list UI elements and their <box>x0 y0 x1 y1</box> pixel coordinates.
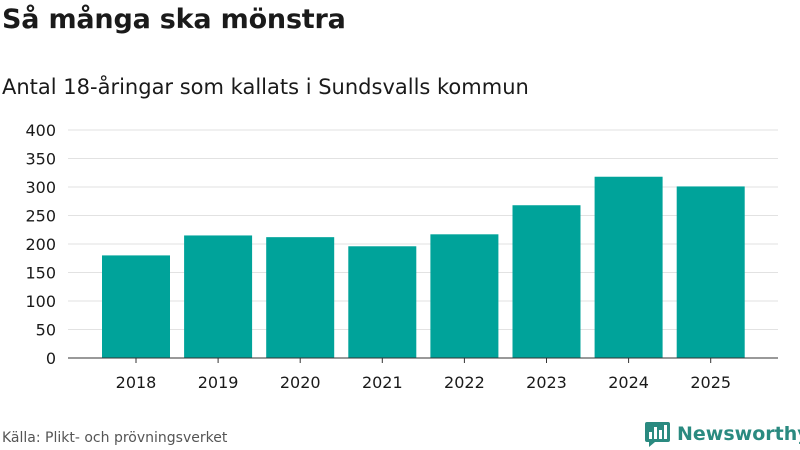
x-tick-label: 2025 <box>690 373 731 392</box>
bars <box>102 176 745 358</box>
bar-2023 <box>512 205 581 358</box>
chart-subtitle: Antal 18-åringar som kallats i Sundsvall… <box>2 75 529 99</box>
y-tick-label: 200 <box>25 235 56 254</box>
x-tick-label: 2024 <box>608 373 649 392</box>
x-axis-ticks: 2018 2019 2020 2021 2022 2023 2024 2025 <box>116 358 731 392</box>
y-tick-label: 300 <box>25 178 56 197</box>
gridlines <box>68 129 778 330</box>
bar-2019 <box>184 235 253 358</box>
chart-title: Så många ska mönstra <box>2 4 346 35</box>
y-tick-label: 0 <box>46 349 56 368</box>
x-tick-label: 2019 <box>198 373 239 392</box>
x-tick-label: 2023 <box>526 373 567 392</box>
bar-2021 <box>348 246 417 358</box>
bar-2022 <box>430 234 499 358</box>
bar-2020 <box>266 237 335 358</box>
newsworthy-logo-icon <box>645 422 670 447</box>
brand-name: Newsworthy <box>677 423 800 445</box>
y-tick-label: 100 <box>25 292 56 311</box>
bar-2018 <box>102 255 170 358</box>
y-tick-label: 400 <box>25 121 56 140</box>
y-tick-label: 50 <box>36 321 56 340</box>
x-tick-label: 2020 <box>280 373 321 392</box>
source-note: Källa: Plikt- och prövningsverket <box>2 430 228 446</box>
y-tick-label: 350 <box>25 150 56 169</box>
bar-2025 <box>676 186 745 358</box>
bar-2024 <box>594 176 663 358</box>
y-axis-ticks: 0 50 100 150 200 250 300 350 400 <box>25 121 56 368</box>
x-tick-label: 2018 <box>116 373 157 392</box>
x-tick-label: 2022 <box>444 373 485 392</box>
brand-logo[interactable]: Newsworthy <box>645 420 800 448</box>
y-tick-label: 150 <box>25 264 56 283</box>
x-tick-label: 2021 <box>362 373 403 392</box>
y-tick-label: 250 <box>25 207 56 226</box>
